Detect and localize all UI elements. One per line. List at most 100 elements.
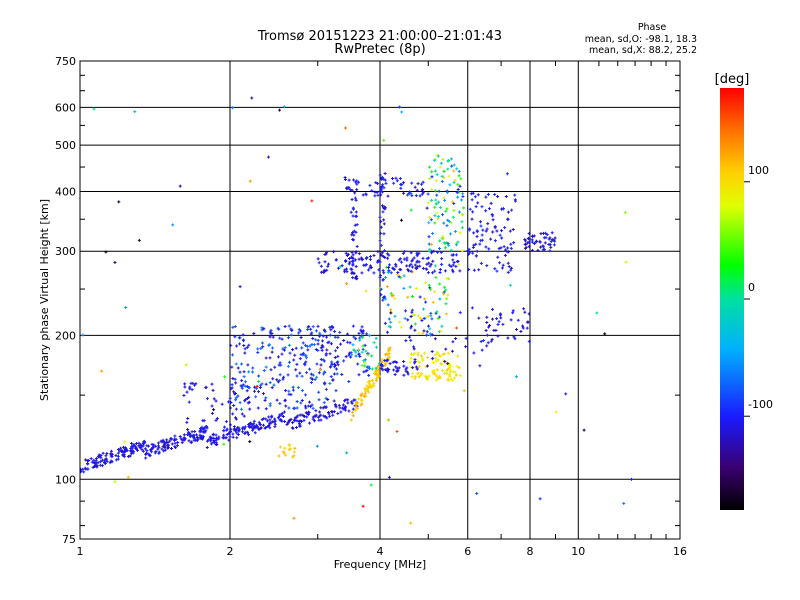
data-point (222, 433, 226, 437)
data-point (235, 431, 239, 435)
data-point (271, 335, 275, 339)
data-point (350, 250, 354, 254)
data-point (244, 430, 248, 434)
data-point (487, 247, 491, 251)
data-point (455, 364, 459, 368)
data-point (280, 352, 284, 356)
data-point (214, 442, 218, 446)
data-point (474, 242, 478, 246)
data-point (388, 346, 392, 350)
data-point (425, 364, 429, 368)
data-point (269, 368, 273, 372)
data-point (445, 224, 449, 228)
data-point (202, 426, 206, 430)
data-point (376, 259, 380, 263)
data-point (399, 182, 403, 186)
data-point (323, 382, 327, 386)
data-point (222, 442, 226, 446)
data-point (94, 457, 98, 461)
x-tick-label: 10 (571, 545, 585, 558)
data-point (325, 348, 329, 352)
data-point (368, 367, 372, 371)
data-point (452, 163, 456, 167)
data-point (293, 416, 297, 420)
data-point (346, 340, 350, 344)
data-point (209, 437, 213, 441)
data-point (414, 286, 418, 290)
data-point (300, 389, 304, 393)
x-tick-label: 6 (464, 545, 471, 558)
data-point (289, 333, 293, 337)
data-point (366, 353, 370, 357)
data-point (114, 453, 118, 457)
data-point (231, 106, 235, 110)
data-point (382, 186, 386, 190)
data-point (260, 341, 264, 345)
data-point (185, 420, 189, 424)
data-point (269, 328, 273, 332)
data-point (251, 427, 255, 431)
data-point (311, 406, 315, 410)
data-point (166, 446, 170, 450)
data-point (277, 454, 281, 458)
data-point (369, 483, 373, 487)
data-point (516, 318, 520, 322)
data-point (268, 402, 272, 406)
phase-heading: Phase (638, 22, 667, 33)
data-point (527, 245, 531, 249)
data-point (417, 260, 421, 264)
data-point (358, 354, 362, 358)
data-point (278, 361, 282, 365)
data-point (342, 339, 346, 343)
data-point (257, 427, 261, 431)
data-point (444, 246, 448, 250)
data-point (442, 196, 446, 200)
data-point (268, 426, 272, 430)
data-point (409, 315, 413, 319)
data-point (411, 366, 415, 370)
y-tick-label: 500 (55, 139, 76, 152)
data-point (549, 245, 553, 249)
data-point (131, 450, 135, 454)
data-point (350, 255, 354, 259)
data-point (324, 352, 328, 356)
data-point (314, 409, 318, 413)
data-point (315, 375, 319, 379)
data-point (446, 242, 450, 246)
data-point (332, 399, 336, 403)
data-point (470, 306, 474, 310)
data-point (427, 165, 431, 169)
data-point (543, 241, 547, 245)
data-point (110, 452, 114, 456)
data-point (356, 362, 360, 366)
data-point (335, 346, 339, 350)
data-point (425, 330, 429, 334)
data-point (353, 258, 357, 262)
data-point (323, 415, 327, 419)
data-point (268, 330, 272, 334)
data-point (385, 285, 389, 289)
data-point (282, 105, 286, 109)
data-point (398, 105, 402, 109)
data-point (438, 268, 442, 272)
data-point (257, 390, 261, 394)
data-point (383, 321, 387, 325)
data-point (157, 450, 161, 454)
data-point (109, 449, 113, 453)
data-point (161, 438, 165, 442)
data-point (336, 335, 340, 339)
y-tick-label: 600 (55, 101, 76, 114)
data-point (398, 320, 402, 324)
data-point (368, 380, 372, 384)
data-point (205, 445, 209, 449)
data-point (316, 348, 320, 352)
data-point (198, 429, 202, 433)
data-point (434, 189, 438, 193)
data-point (300, 346, 304, 350)
data-point (311, 337, 315, 341)
data-point (386, 303, 390, 307)
data-point (453, 376, 457, 380)
data-point (309, 404, 313, 408)
data-point (268, 381, 272, 385)
data-point (405, 264, 409, 268)
